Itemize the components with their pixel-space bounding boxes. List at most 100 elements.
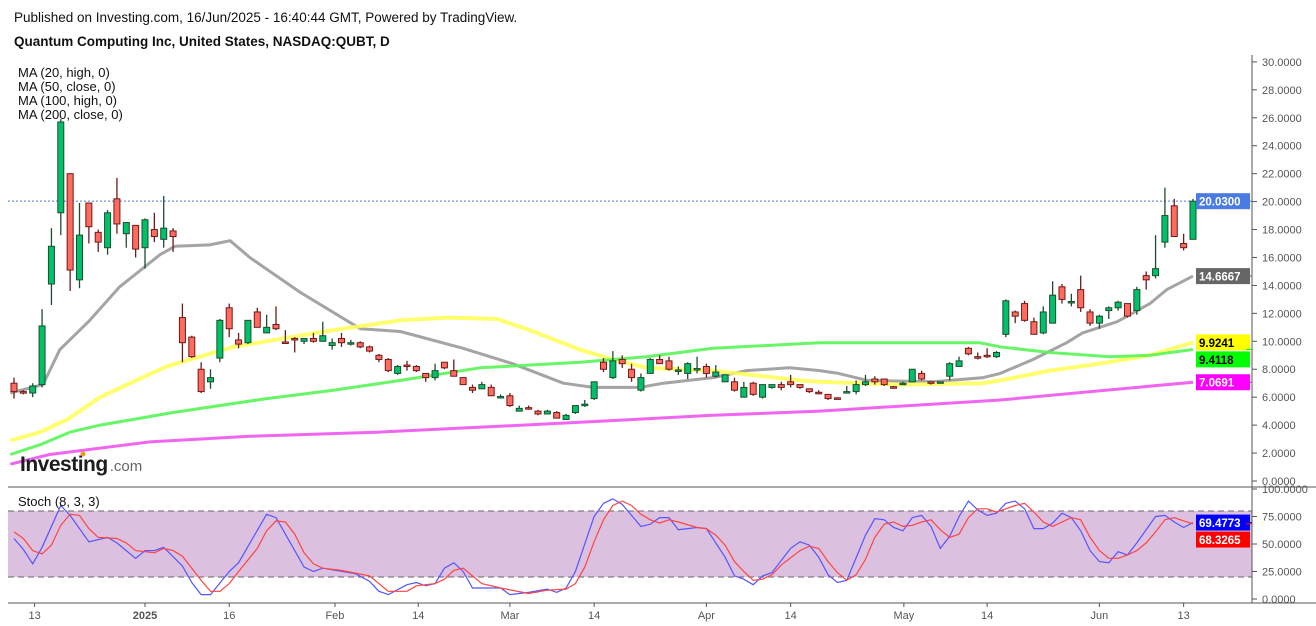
- candle-body: [85, 202, 93, 228]
- candle: [880, 378, 888, 387]
- candle-body: [730, 381, 738, 391]
- candle: [599, 358, 607, 373]
- candle-body: [824, 393, 832, 400]
- candle: [57, 119, 65, 236]
- candle-body: [478, 384, 486, 390]
- stoch-axis: 0.0000 25.0000 50.0000 75.0000 100.0000: [1252, 484, 1308, 606]
- candle-body: [721, 374, 729, 383]
- candle-body: [918, 372, 926, 380]
- candle: [974, 352, 982, 360]
- candle-body: [75, 234, 83, 281]
- candle-body: [992, 351, 1000, 358]
- last-price-tag: 20.0300: [1196, 193, 1252, 210]
- price-axis[interactable]: 0.0000 2.0000 4.0000 6.0000 8.0000 10.0000 12.…: [1252, 57, 1302, 488]
- candle: [1123, 303, 1131, 318]
- candle-body: [908, 368, 916, 383]
- candle: [553, 411, 561, 419]
- candle-body: [1133, 289, 1141, 312]
- ma-value-tag-text: 9.4118: [1199, 355, 1234, 367]
- ma-value-tag-bg: [1196, 351, 1250, 368]
- ma-value-tag-text: 9.9241: [1199, 338, 1235, 350]
- stoch-value-tag-bg: [1196, 514, 1250, 531]
- candle: [132, 224, 140, 258]
- candle: [936, 381, 944, 384]
- candle: [1002, 299, 1010, 338]
- candle-body: [272, 324, 280, 330]
- candle-body: [47, 245, 55, 285]
- candle: [384, 358, 392, 373]
- candle: [300, 338, 308, 345]
- candle: [918, 370, 926, 381]
- price-tick-label: 0.0000: [1262, 476, 1296, 488]
- candle-body: [656, 358, 664, 365]
- ma-line: [9, 341, 1194, 456]
- candle: [628, 363, 636, 382]
- candle: [347, 339, 355, 346]
- ma-value-tag-text: 14.6667: [1199, 272, 1241, 284]
- price-tick-label: 18.0000: [1262, 225, 1302, 237]
- time-tick-label: 16: [223, 610, 235, 622]
- time-tick-label: 13: [28, 610, 40, 622]
- candle-body: [646, 358, 654, 374]
- price-tick-label: 22.0000: [1262, 169, 1302, 181]
- candle: [328, 338, 336, 350]
- candle: [225, 303, 233, 338]
- candle: [1189, 198, 1197, 240]
- candle-body: [609, 360, 617, 379]
- candle-body: [890, 386, 898, 389]
- price-tick-label: 6.0000: [1262, 392, 1296, 404]
- legend-ma50: MA (50, close, 0): [18, 79, 116, 94]
- candle-body: [281, 341, 289, 344]
- candle-body: [169, 230, 177, 238]
- instrument-title: Quantum Computing Inc, United States, NA…: [14, 34, 390, 49]
- candle: [759, 384, 767, 399]
- candle-body: [712, 371, 720, 377]
- candle: [562, 413, 570, 421]
- candle-body: [309, 338, 317, 342]
- candle-body: [974, 356, 982, 359]
- candle: [1086, 309, 1094, 326]
- moving-averages: [9, 239, 1194, 466]
- candle-body: [543, 410, 551, 415]
- candle: [684, 362, 692, 380]
- candle: [459, 377, 467, 386]
- candle-body: [375, 354, 383, 360]
- candle: [1030, 317, 1038, 335]
- candle-body: [1077, 289, 1085, 309]
- candle-body: [431, 370, 439, 379]
- investing-logo: Investing .com: [20, 451, 142, 476]
- candle-body: [899, 382, 907, 386]
- candle: [946, 362, 954, 381]
- stoch-tick-label: 100.0000: [1262, 484, 1308, 496]
- stoch-value-tag-text: 68.3265: [1199, 535, 1241, 547]
- candle: [206, 369, 214, 389]
- time-axis[interactable]: 13 2025 16 Feb 14 Mar 14 Apr 14 May 14 Jun 13: [28, 603, 1190, 622]
- candle: [637, 373, 645, 392]
- candle-body: [571, 405, 579, 414]
- candle: [375, 353, 383, 363]
- time-tick-label: Mar: [500, 610, 519, 622]
- price-tick-label: 4.0000: [1262, 420, 1296, 432]
- candle: [216, 318, 224, 363]
- candle-body: [749, 382, 757, 395]
- candle-body: [253, 311, 261, 328]
- candle: [983, 348, 991, 359]
- candle-body: [263, 326, 271, 334]
- candle: [861, 374, 869, 387]
- candle-body: [1002, 300, 1010, 335]
- price-tick-label: 2.0000: [1262, 448, 1296, 460]
- candle: [422, 372, 430, 382]
- candle: [665, 356, 673, 371]
- legend-ma20: MA (20, high, 0): [18, 65, 110, 80]
- candle: [253, 307, 261, 328]
- stoch-value-tag: 68.3265: [1196, 523, 1252, 548]
- candle: [197, 362, 205, 393]
- ma-line: [9, 315, 1194, 443]
- candle-body: [628, 368, 636, 379]
- candle-body: [946, 363, 954, 377]
- candle-body: [440, 361, 448, 369]
- candle-body: [19, 391, 27, 394]
- candle: [1011, 310, 1019, 324]
- candle: [730, 377, 738, 392]
- candle-body: [674, 369, 682, 372]
